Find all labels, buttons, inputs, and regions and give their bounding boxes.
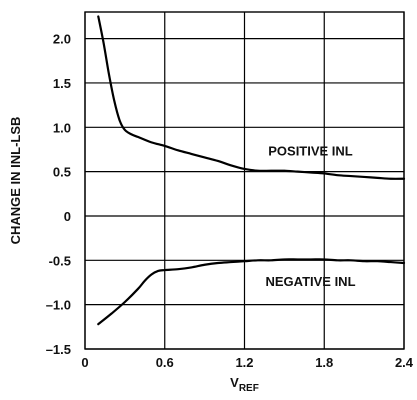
series-labels: POSITIVE INL NEGATIVE INL: [265, 144, 355, 289]
positive-inl-line: [97, 15, 406, 180]
y-tick-label: 0.5: [53, 165, 71, 180]
y-tick-label: –1.0: [46, 298, 71, 313]
y-axis-title: CHANGE IN INL-LSB: [8, 117, 23, 245]
y-tick-label: 2.0: [53, 32, 71, 47]
x-tick-label: 2.4: [395, 355, 414, 370]
negative-inl-label: NEGATIVE INL: [265, 274, 355, 289]
x-tick-label: 0.6: [156, 355, 174, 370]
plot-frame: [84, 11, 405, 350]
tick-labels: 0 0.6 1.2 1.8 2.4 –1.5 –1.0 -0.5 0 0.5 1.0 1.5 2.0: [46, 32, 414, 370]
positive-inl-label: POSITIVE INL: [268, 144, 353, 159]
x-axis-title: VREF: [230, 375, 259, 394]
x-tick-label: 0: [81, 355, 88, 370]
negative-inl-line: [97, 258, 406, 326]
y-tick-label: –1.5: [46, 342, 71, 357]
y-tick-label: -0.5: [49, 253, 71, 268]
y-tick-label: 1.0: [53, 120, 71, 135]
x-tick-label: 1.2: [235, 355, 253, 370]
grid: [84, 12, 405, 350]
y-tick-label: 1.5: [53, 76, 71, 91]
x-tick-label: 1.8: [315, 355, 333, 370]
series-layer: [97, 15, 406, 326]
y-tick-label: 0: [64, 209, 71, 224]
